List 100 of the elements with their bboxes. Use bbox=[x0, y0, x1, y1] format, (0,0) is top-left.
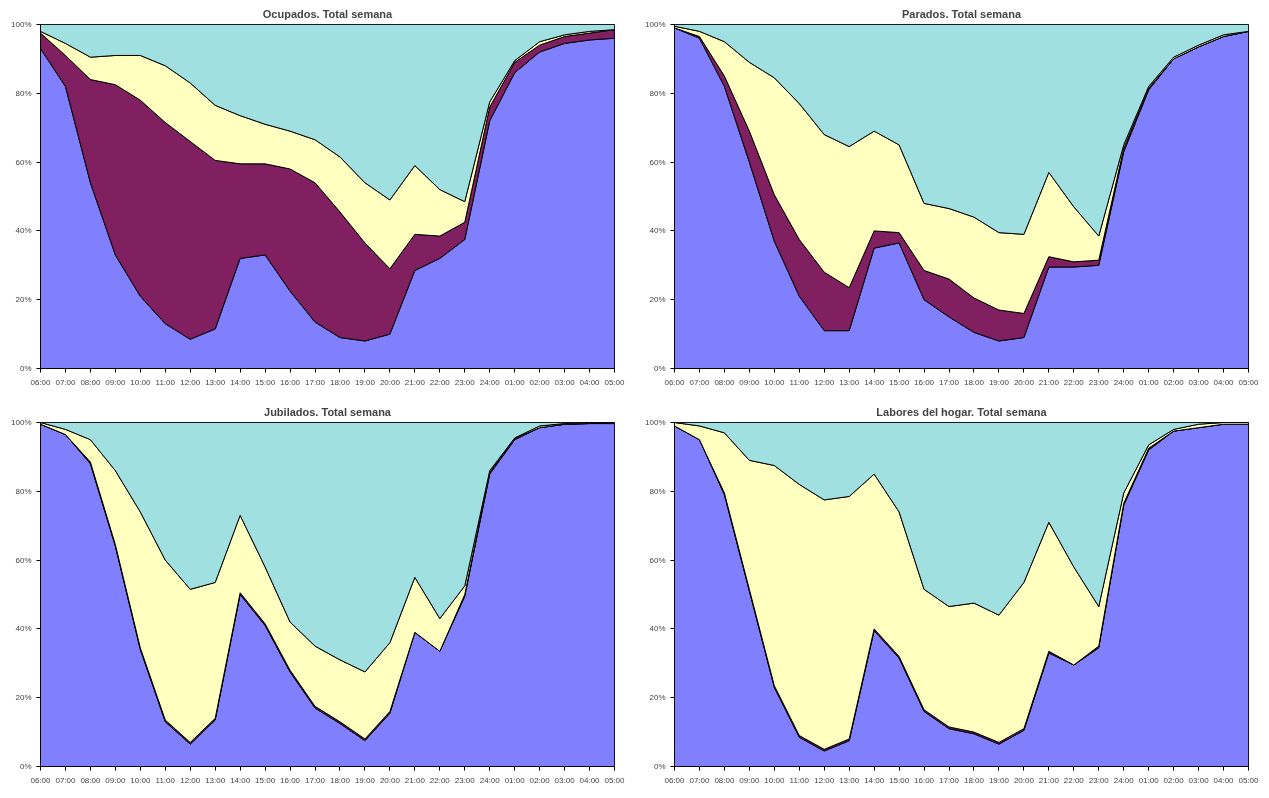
y-tick-label: 0% bbox=[653, 364, 666, 373]
y-tick-label: 40% bbox=[15, 624, 32, 634]
y-tick-label: 0% bbox=[19, 364, 32, 373]
x-tick-label: 03:00 bbox=[1188, 775, 1210, 785]
x-tick-label: 13:00 bbox=[205, 775, 226, 785]
x-tick-label: 14:00 bbox=[864, 775, 885, 785]
y-tick-label: 80% bbox=[649, 486, 666, 496]
y-tick-label: 60% bbox=[649, 555, 666, 565]
chart-title: Ocupados. Total semana bbox=[262, 7, 394, 20]
y-tick-label: 20% bbox=[15, 693, 32, 703]
x-tick-label: 21:00 bbox=[1038, 775, 1060, 785]
x-tick-label: 04:00 bbox=[579, 775, 601, 785]
y-tick-label: 60% bbox=[649, 157, 666, 167]
x-tick-label: 08:00 bbox=[80, 775, 101, 785]
y-tick-label: 80% bbox=[15, 88, 32, 98]
x-tick-label: 01:00 bbox=[1138, 775, 1160, 785]
x-tick-label: 16:00 bbox=[280, 775, 301, 785]
y-tick-label: 20% bbox=[649, 295, 666, 305]
x-tick-label: 16:00 bbox=[914, 775, 935, 785]
x-tick-label: 19:00 bbox=[988, 775, 1010, 785]
x-tick-label: 18:00 bbox=[329, 775, 351, 785]
x-tick-label: 15:00 bbox=[889, 377, 910, 387]
x-tick-label: 09:00 bbox=[739, 775, 760, 785]
x-tick-label: 21:00 bbox=[1038, 377, 1060, 387]
y-tick-label: 60% bbox=[15, 555, 32, 565]
x-tick-label: 06:00 bbox=[664, 775, 686, 785]
y-tick-label: 40% bbox=[649, 624, 666, 634]
x-tick-label: 14:00 bbox=[230, 775, 251, 785]
x-tick-label: 10:00 bbox=[130, 377, 151, 387]
x-tick-label: 15:00 bbox=[255, 377, 276, 387]
x-tick-label: 08:00 bbox=[714, 775, 735, 785]
y-tick-label: 100% bbox=[11, 20, 32, 29]
y-tick-label: 100% bbox=[11, 418, 32, 427]
x-tick-label: 10:00 bbox=[130, 775, 151, 785]
x-tick-label: 02:00 bbox=[1163, 377, 1185, 387]
y-tick-label: 20% bbox=[649, 693, 666, 703]
x-tick-label: 07:00 bbox=[55, 377, 77, 387]
x-tick-label: 12:00 bbox=[814, 775, 835, 785]
x-tick-label: 24:00 bbox=[479, 775, 501, 785]
x-tick-label: 12:00 bbox=[180, 775, 201, 785]
x-tick-label: 24:00 bbox=[1113, 775, 1135, 785]
x-tick-label: 20:00 bbox=[1013, 775, 1035, 785]
x-tick-label: 19:00 bbox=[354, 377, 376, 387]
x-tick-label: 04:00 bbox=[1213, 775, 1235, 785]
x-tick-label: 22:00 bbox=[1063, 377, 1085, 387]
y-tick-label: 80% bbox=[15, 486, 32, 496]
x-tick-label: 18:00 bbox=[963, 775, 985, 785]
x-tick-label: 05:00 bbox=[604, 775, 626, 785]
y-tick-label: 40% bbox=[649, 226, 666, 236]
x-tick-label: 01:00 bbox=[504, 775, 526, 785]
chart-title: Parados. Total semana bbox=[902, 7, 1022, 20]
x-tick-label: 23:00 bbox=[1088, 377, 1110, 387]
x-tick-label: 13:00 bbox=[839, 377, 860, 387]
x-tick-label: 16:00 bbox=[280, 377, 301, 387]
x-tick-label: 11:00 bbox=[155, 377, 176, 387]
x-tick-label: 13:00 bbox=[205, 377, 226, 387]
y-tick-label: 60% bbox=[15, 157, 32, 167]
x-tick-label: 03:00 bbox=[554, 775, 576, 785]
x-tick-label: 11:00 bbox=[155, 775, 176, 785]
chart-title: Labores del hogar. Total semana bbox=[876, 405, 1048, 418]
x-tick-label: 05:00 bbox=[1238, 775, 1260, 785]
x-tick-label: 24:00 bbox=[479, 377, 501, 387]
x-tick-label: 18:00 bbox=[329, 377, 351, 387]
x-tick-label: 03:00 bbox=[554, 377, 576, 387]
y-tick-label: 20% bbox=[15, 295, 32, 305]
x-tick-label: 20:00 bbox=[1013, 377, 1035, 387]
x-tick-label: 02:00 bbox=[529, 775, 551, 785]
x-tick-label: 23:00 bbox=[454, 377, 476, 387]
x-tick-label: 15:00 bbox=[255, 775, 276, 785]
x-tick-label: 11:00 bbox=[789, 377, 810, 387]
x-tick-label: 19:00 bbox=[354, 775, 376, 785]
y-tick-label: 0% bbox=[653, 762, 666, 771]
x-tick-label: 21:00 bbox=[404, 775, 426, 785]
x-tick-label: 12:00 bbox=[814, 377, 835, 387]
x-tick-label: 12:00 bbox=[180, 377, 201, 387]
y-tick-label: 40% bbox=[15, 226, 32, 236]
x-tick-label: 15:00 bbox=[889, 775, 910, 785]
x-tick-label: 21:00 bbox=[404, 377, 426, 387]
x-tick-label: 09:00 bbox=[105, 775, 126, 785]
x-tick-label: 07:00 bbox=[689, 377, 711, 387]
chart-title: Jubilados. Total semana bbox=[264, 405, 392, 418]
x-tick-label: 20:00 bbox=[379, 377, 401, 387]
x-tick-label: 06:00 bbox=[30, 775, 52, 785]
x-tick-label: 17:00 bbox=[939, 775, 960, 785]
x-tick-label: 14:00 bbox=[230, 377, 251, 387]
x-tick-label: 05:00 bbox=[1238, 377, 1260, 387]
x-tick-label: 09:00 bbox=[105, 377, 126, 387]
x-tick-label: 22:00 bbox=[1063, 775, 1085, 785]
x-tick-label: 02:00 bbox=[1163, 775, 1185, 785]
x-tick-label: 02:00 bbox=[529, 377, 551, 387]
x-tick-label: 08:00 bbox=[714, 377, 735, 387]
x-tick-label: 07:00 bbox=[55, 775, 77, 785]
x-tick-label: 01:00 bbox=[504, 377, 526, 387]
x-tick-label: 22:00 bbox=[429, 775, 451, 785]
x-tick-label: 05:00 bbox=[604, 377, 626, 387]
x-tick-label: 22:00 bbox=[429, 377, 451, 387]
x-tick-label: 06:00 bbox=[30, 377, 52, 387]
x-tick-label: 06:00 bbox=[664, 377, 686, 387]
x-tick-label: 14:00 bbox=[864, 377, 885, 387]
x-tick-label: 04:00 bbox=[579, 377, 601, 387]
